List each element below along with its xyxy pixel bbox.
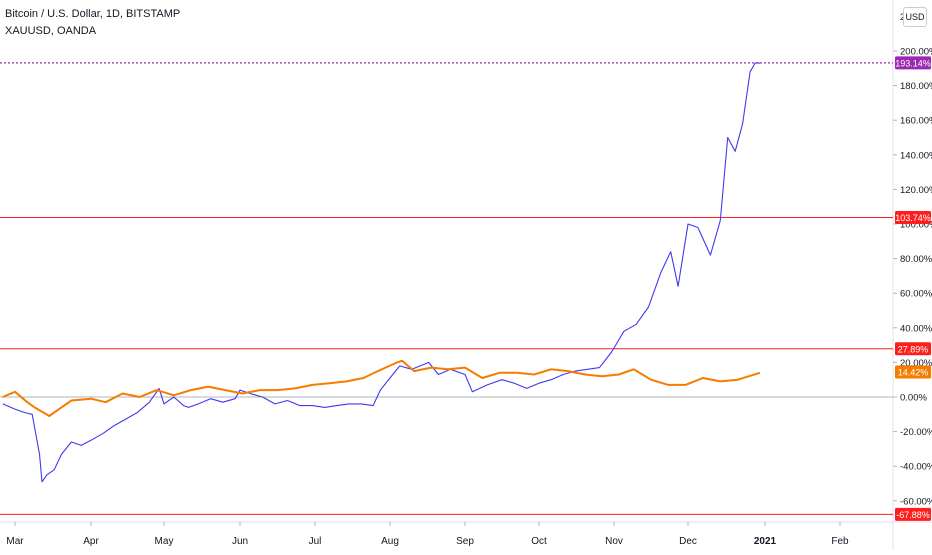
x-tick-label: Jun [232,536,248,547]
gold-series-line[interactable] [2,359,761,417]
compare-series-legend[interactable]: XAUUSD, OANDA [5,25,97,37]
y-tick-label: 0.00% [900,393,927,404]
y-tick-label: 180.00% [900,81,932,92]
price-axis-label-text: 193.14% [895,58,931,68]
price-axis-label-bg [895,507,931,521]
price-axis-label-bg [895,56,931,70]
y-tick-label: -20.00% [900,427,932,438]
x-tick-label: May [155,536,174,547]
y-tick-label: 80.00% [900,254,932,265]
price-axis-label: 193.14% [895,56,931,70]
price-axis-label: 103.74% [895,211,931,225]
currency-scale-button[interactable]: USD [903,7,927,27]
y-tick-label: 60.00% [900,289,932,300]
x-tick-label: Aug [381,536,399,547]
x-tick-label: Feb [831,536,849,547]
y-tick-label: -60.00% [900,496,932,507]
price-axis-label: 14.42% [895,365,931,379]
btc-series-line[interactable] [2,62,760,483]
price-axis-label: -67.88% [895,507,931,521]
x-tick-label: Apr [83,536,99,547]
x-tick-label: Mar [6,536,24,547]
price-axis-label-bg [895,342,931,356]
x-tick-label: Nov [605,536,623,547]
x-tick-label: 2021 [754,536,777,547]
y-tick-label: 140.00% [900,150,932,161]
price-axis-label-bg [895,365,931,379]
y-tick-label: -40.00% [900,462,932,473]
price-axis-label: 27.89% [895,342,931,356]
y-tick-label: 20.00% [900,358,932,369]
x-tick-label: Dec [679,536,697,547]
main-series-legend[interactable]: Bitcoin / U.S. Dollar, 1D, BITSTAMP [5,8,181,20]
price-axis-label-bg [895,211,931,225]
y-tick-label-partial: 2 [900,12,905,23]
x-tick-label: Sep [456,536,474,547]
y-tick-label: 120.00% [900,185,932,196]
x-tick-label: Jul [309,536,322,547]
price-axis-label-text: 14.42% [898,368,929,378]
price-axis-label-text: -67.88% [896,510,930,520]
x-tick-label: Oct [531,536,547,547]
y-tick-label: 200.00% [900,47,932,58]
y-tick-label: 100.00% [900,220,932,231]
price-axis-label-text: 27.89% [898,344,929,354]
y-tick-label: 40.00% [900,323,932,334]
price-axis-label-text: 103.74% [895,213,931,223]
y-tick-label: 160.00% [900,116,932,127]
